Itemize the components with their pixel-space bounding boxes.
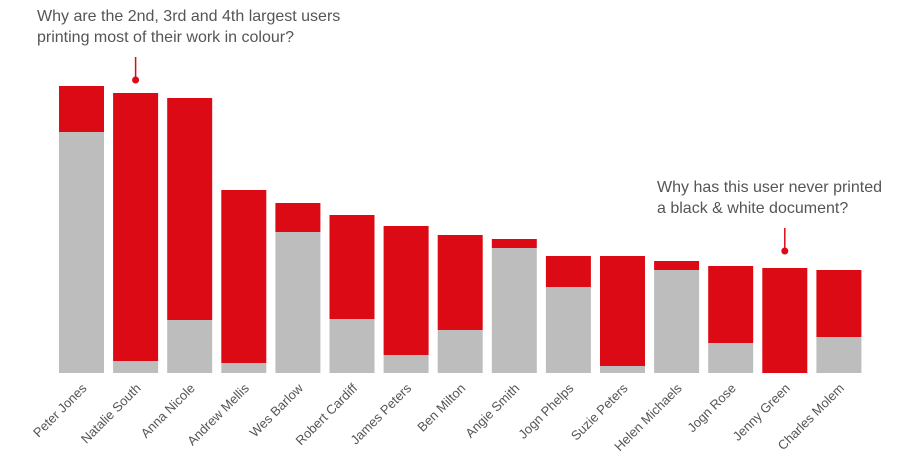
bar-bw-robert-cardiff: [329, 319, 375, 373]
bars-group: [59, 86, 862, 373]
bar-bw-angie-smith: [491, 248, 537, 373]
bar-peter-jones: [59, 86, 104, 373]
bar-colour-jogn-rose: [708, 266, 754, 343]
x-label-angie-smith: Angie Smith: [462, 381, 522, 441]
bar-colour-angie-smith: [491, 239, 537, 248]
bar-anna-nicole: [167, 98, 213, 373]
annotation-colour-users: Why are the 2nd, 3rd and 4th largest use…: [37, 6, 340, 48]
bar-bw-charles-molem: [816, 337, 862, 373]
annotation-pointer-dot: [781, 247, 789, 255]
bar-bw-anna-nicole: [167, 320, 213, 373]
bar-bw-peter-jones: [59, 132, 104, 373]
bar-colour-natalie-south: [113, 93, 159, 361]
bar-colour-jogn-phelps: [545, 256, 591, 287]
x-label-wes-barlow: Wes Barlow: [247, 380, 307, 440]
bar-charles-molem: [816, 270, 862, 373]
bar-suzie-peters: [600, 256, 645, 373]
annotation-1-line-1: Why are the 2nd, 3rd and 4th largest use…: [37, 8, 341, 25]
bar-colour-andrew-mellis: [221, 190, 267, 363]
bar-colour-suzie-peters: [600, 256, 645, 366]
bar-angie-smith: [491, 239, 537, 373]
bar-bw-jogn-rose: [708, 343, 754, 373]
bar-jogn-rose: [708, 266, 754, 373]
bar-ben-milton: [437, 235, 483, 373]
bar-bw-suzie-peters: [600, 366, 645, 373]
bar-jenny-green: [762, 268, 808, 373]
bar-bw-wes-barlow: [275, 232, 321, 373]
x-label-peter-jones: Peter Jones: [30, 380, 90, 440]
bar-robert-cardiff: [329, 215, 375, 373]
annotation-2-line-1: Why has this user never printed: [657, 179, 882, 196]
x-label-ben-milton: Ben Milton: [414, 381, 468, 435]
bar-helen-michaels: [654, 261, 700, 373]
bar-colour-anna-nicole: [167, 98, 213, 320]
bar-bw-andrew-mellis: [221, 363, 267, 373]
bar-andrew-mellis: [221, 190, 267, 373]
bar-james-peters: [383, 226, 429, 373]
bar-colour-helen-michaels: [654, 261, 700, 270]
bar-colour-robert-cardiff: [329, 215, 375, 319]
bar-colour-wes-barlow: [275, 203, 321, 232]
annotation-pointer-dot: [132, 76, 140, 84]
x-label-jogn-rose: Jogn Rose: [684, 381, 739, 436]
bar-bw-helen-michaels: [654, 270, 700, 373]
bar-colour-james-peters: [383, 226, 429, 355]
bar-colour-jenny-green: [762, 268, 808, 373]
annotation-1-line-2: printing most of their work in colour?: [37, 29, 294, 46]
bar-bw-natalie-south: [113, 361, 159, 373]
bar-bw-jogn-phelps: [545, 287, 591, 373]
bar-colour-ben-milton: [437, 235, 483, 330]
bar-colour-charles-molem: [816, 270, 862, 337]
annotation-pointers: [132, 57, 789, 255]
bar-wes-barlow: [275, 203, 321, 373]
bar-jogn-phelps: [545, 256, 591, 373]
annotation-2-line-2: a black & white document?: [657, 200, 849, 217]
bar-colour-peter-jones: [59, 86, 104, 132]
bar-bw-james-peters: [383, 355, 429, 373]
bar-bw-ben-milton: [437, 330, 483, 373]
annotation-never-bw: Why has this user never printed a black …: [657, 177, 882, 219]
bar-natalie-south: [113, 93, 159, 373]
